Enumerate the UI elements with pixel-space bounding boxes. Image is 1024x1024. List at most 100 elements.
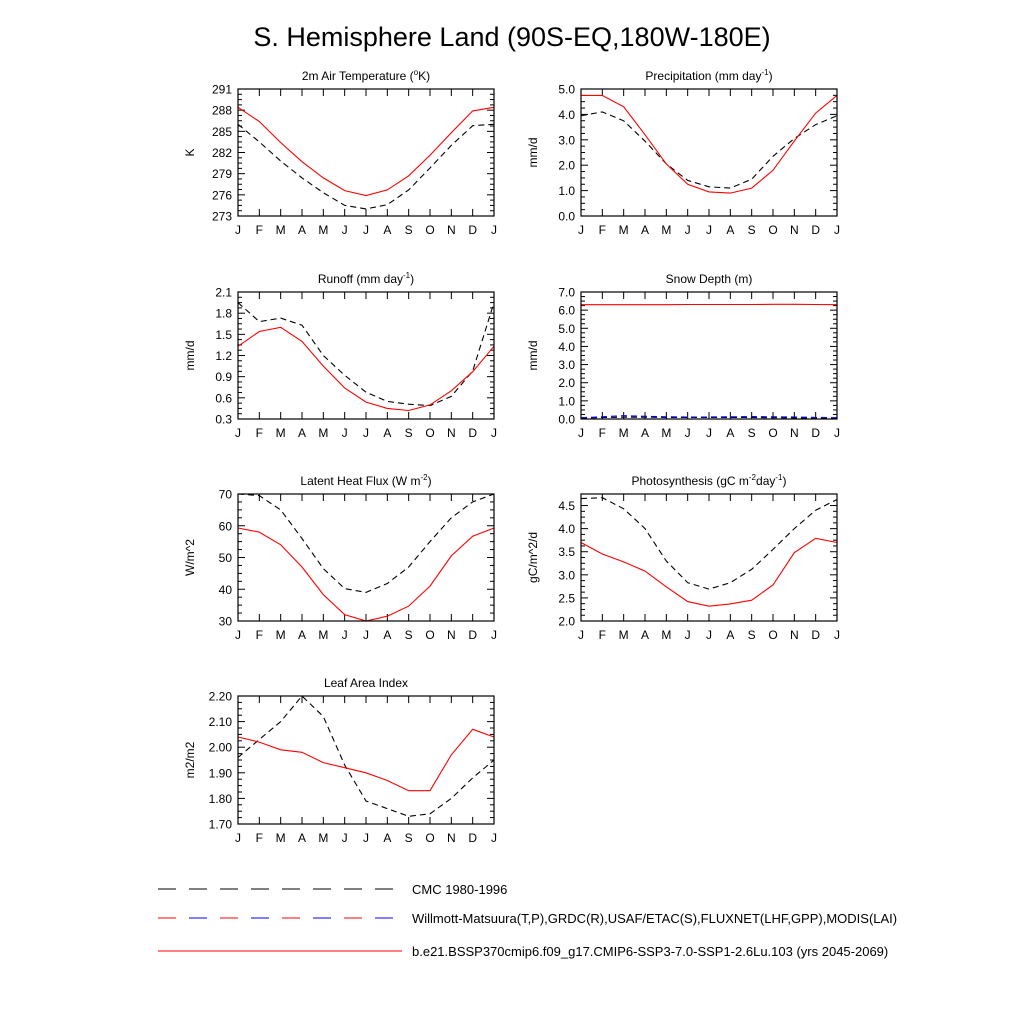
x-tick-label: D: [811, 223, 820, 237]
y-tick-label: 50: [219, 551, 233, 565]
y-tick-label: 1.0: [558, 394, 575, 408]
panel-precip: Precipitation (mm day-1) mm/d 0.0 1.0 2.0 3.0…: [526, 68, 840, 237]
x-tick-label: J: [342, 831, 348, 845]
x-tick-label: J: [363, 223, 369, 237]
title-superscript: o: [414, 68, 419, 77]
y-tick-label: 60: [219, 519, 233, 533]
series-line-obs: [237, 695, 495, 817]
chart-panels: 2m Air Temperature (oK) K 273 276 279 282 285 2…: [183, 68, 840, 845]
y-tick-label: 4.0: [558, 340, 575, 354]
x-tick-label: M: [619, 223, 629, 237]
plot-frame: [237, 493, 495, 622]
y-tick-label: 276: [212, 188, 232, 202]
x-tick-label: N: [447, 831, 456, 845]
x-tick-label: O: [768, 223, 777, 237]
y-tick-label: 2.1: [215, 286, 232, 300]
y-tick-label: 273: [212, 210, 232, 224]
y-axis-label: K: [183, 148, 197, 156]
panel-title: Snow Depth (m): [666, 272, 753, 286]
x-tick-label: S: [405, 628, 413, 642]
x-tick-label: O: [425, 831, 434, 845]
x-tick-label: J: [363, 831, 369, 845]
x-tick-label: F: [599, 426, 606, 440]
series-line-obs: [580, 497, 838, 590]
x-tick-label: M: [276, 426, 286, 440]
x-tick-label: F: [256, 628, 263, 642]
y-tick-label: 7.0: [558, 286, 575, 300]
panel-snow: Snow Depth (m) mm/d 0.0 1.0 2.0 3.0 4.0 5.0 6.0 7…: [526, 272, 840, 440]
panel-title: 2m Air Temperature (oK): [302, 68, 430, 83]
x-tick-label: S: [748, 223, 756, 237]
panel-title: Photosynthesis (gC m-2day-1): [632, 473, 787, 488]
x-tick-label: J: [235, 831, 241, 845]
x-tick-label: J: [342, 628, 348, 642]
x-tick-label: M: [276, 223, 286, 237]
title-text: 2m Air Temperature (: [302, 69, 414, 83]
page-title: S. Hemisphere Land (90S-EQ,180W-180E): [253, 22, 770, 52]
x-tick-label: M: [318, 223, 328, 237]
y-tick-label: 3.0: [558, 133, 575, 147]
y-tick-label: 4.0: [558, 522, 575, 536]
x-tick-label: A: [383, 831, 391, 845]
panel-runoff: Runoff (mm day-1) mm/d 0.3 0.6 0.9 1.2 1.5 1.8 2…: [183, 271, 497, 440]
panel-title: Leaf Area Index: [324, 676, 408, 690]
plot-frame: [580, 291, 838, 420]
y-tick-label: 1.2: [215, 349, 232, 363]
y-tick-label: 4.5: [558, 499, 575, 513]
legend-label: Willmott-Matsuura(T,P),GRDC(R),USAF/ETAC…: [412, 911, 897, 926]
series-line-model: [580, 537, 838, 607]
title-superscript: -1: [775, 473, 783, 482]
y-tick-label: 0.9: [215, 370, 232, 384]
x-tick-label: O: [425, 426, 434, 440]
x-tick-label: D: [468, 628, 477, 642]
y-tick-label: 3.0: [558, 568, 575, 582]
x-tick-label: J: [578, 223, 584, 237]
y-tick-label: 1.80: [209, 792, 233, 806]
x-tick-label: O: [768, 628, 777, 642]
x-tick-label: A: [383, 223, 391, 237]
x-tick-label: J: [578, 628, 584, 642]
x-tick-label: A: [641, 628, 649, 642]
y-tick-label: 1.5: [215, 328, 232, 342]
panel-gpp: Photosynthesis (gC m-2day-1) gC/m^2/d 2.0 2…: [526, 473, 840, 642]
x-tick-label: S: [748, 628, 756, 642]
x-tick-label: M: [661, 223, 671, 237]
x-tick-label: M: [276, 628, 286, 642]
x-tick-label: N: [447, 223, 456, 237]
legend-entry: CMC 1980-1996: [158, 882, 507, 897]
x-tick-label: J: [685, 628, 691, 642]
series-line-obs: [237, 302, 495, 407]
title-text: Snow Depth (m): [666, 272, 753, 286]
y-tick-label: 1.70: [209, 818, 233, 832]
legend-entry: Willmott-Matsuura(T,P),GRDC(R),USAF/ETAC…: [158, 911, 897, 926]
x-tick-label: J: [363, 628, 369, 642]
x-tick-label: F: [599, 223, 606, 237]
x-tick-label: M: [661, 628, 671, 642]
x-tick-label: D: [811, 426, 820, 440]
y-tick-label: 0.6: [215, 391, 232, 405]
x-tick-label: A: [726, 628, 734, 642]
x-tick-label: M: [619, 628, 629, 642]
legend-label: b.e21.BSSP370cmip6.f09_g17.CMIP6-SSP3-7.…: [412, 944, 888, 959]
x-tick-label: F: [256, 223, 263, 237]
y-tick-label: 40: [219, 583, 233, 597]
x-tick-label: D: [468, 223, 477, 237]
y-tick-label: 2.0: [558, 376, 575, 390]
legend-label: CMC 1980-1996: [412, 882, 507, 897]
x-tick-label: J: [491, 628, 497, 642]
x-tick-label: M: [276, 831, 286, 845]
y-tick-label: 70: [219, 488, 233, 502]
series-line-obs: [580, 416, 837, 419]
series-line-obs-blue: [580, 415, 838, 419]
x-tick-label: S: [748, 426, 756, 440]
x-tick-label: A: [726, 223, 734, 237]
y-axis-label: mm/d: [526, 138, 540, 168]
x-tick-label: D: [468, 831, 477, 845]
y-tick-label: 2.5: [558, 591, 575, 605]
y-tick-label: 5.0: [558, 322, 575, 336]
y-tick-label: 0.0: [558, 413, 575, 427]
panel-title: Precipitation (mm day-1): [645, 68, 772, 83]
x-tick-label: J: [578, 426, 584, 440]
y-axis-label: gC/m^2/d: [526, 532, 540, 583]
